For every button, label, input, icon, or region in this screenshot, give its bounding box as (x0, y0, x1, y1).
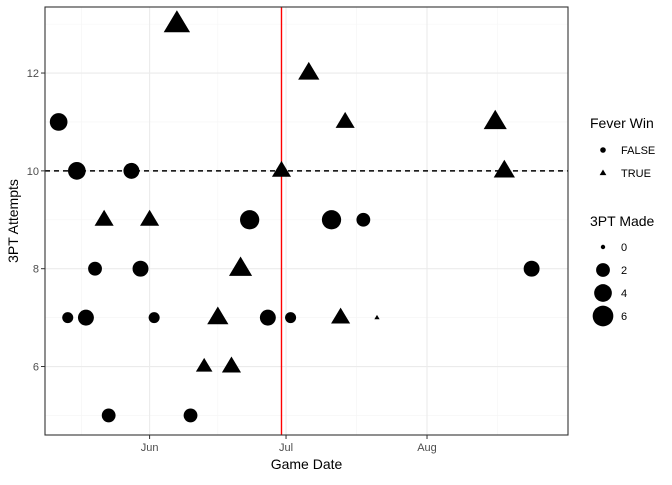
x-tick-label: Aug (417, 442, 437, 454)
legend-size-key (596, 263, 610, 277)
data-point-loss (62, 312, 74, 324)
legend-shape-label: FALSE (621, 145, 655, 157)
data-point-win (228, 256, 253, 276)
y-axis-title: 3PT Attempts (5, 179, 21, 263)
data-point-win (374, 314, 380, 320)
x-axis-title: Game Date (271, 456, 343, 472)
data-point-win (493, 159, 515, 178)
y-tick-label: 6 (33, 362, 39, 374)
legend-size-title: 3PT Made (590, 213, 655, 229)
data-point-win (298, 61, 320, 80)
legend: Fever Win 3PT Made FALSE TRUE 0 2 4 6 (590, 115, 655, 327)
data-point-loss (123, 162, 140, 179)
data-point-loss (321, 210, 342, 230)
data-point-loss (523, 260, 540, 277)
legend-shape-title: Fever Win (590, 115, 654, 131)
data-point-win (163, 10, 191, 33)
legend-size-label: 4 (621, 288, 627, 300)
y-tick-label: 10 (27, 166, 39, 178)
legend-shape-key (599, 169, 607, 176)
data-point-loss (132, 260, 149, 277)
x-tick-label: Jul (279, 442, 293, 454)
data-point-win (335, 111, 355, 128)
data-point-loss (148, 312, 160, 324)
data-point-win (195, 357, 213, 372)
data-point-loss (67, 162, 86, 180)
data-point-win (207, 306, 229, 325)
legend-size-key (600, 244, 606, 250)
data-point-loss (356, 212, 371, 227)
legend-size-label: 0 (621, 242, 627, 254)
data-point-loss (183, 408, 198, 423)
data-point-win (221, 356, 242, 373)
data-point-loss (101, 408, 116, 423)
y-tick-label: 8 (33, 264, 39, 276)
data-point-win (483, 109, 507, 130)
data-point-loss (77, 309, 94, 326)
data-point-win (331, 307, 351, 324)
legend-shape-key (600, 147, 606, 153)
legend-shape-label: TRUE (621, 168, 651, 180)
data-point-win (271, 160, 292, 177)
legend-size-label: 6 (621, 311, 627, 323)
reference-lines (45, 7, 568, 435)
legend-size-key (594, 284, 612, 302)
data-point-loss (88, 261, 102, 276)
legend-size-key (592, 305, 614, 327)
data-points (49, 10, 540, 423)
panel-border (44, 6, 569, 436)
x-tick-label: Jun (141, 442, 159, 454)
data-point-win (140, 209, 160, 226)
axes: 6 8 10 12 Jun Jul Aug (27, 68, 437, 454)
data-point-loss (49, 113, 68, 131)
data-point-loss (240, 210, 260, 230)
data-point-loss (259, 309, 276, 326)
legend-size-label: 2 (621, 265, 627, 277)
data-point-loss (285, 312, 297, 324)
data-point-win (94, 209, 114, 226)
y-tick-label: 12 (27, 68, 39, 80)
